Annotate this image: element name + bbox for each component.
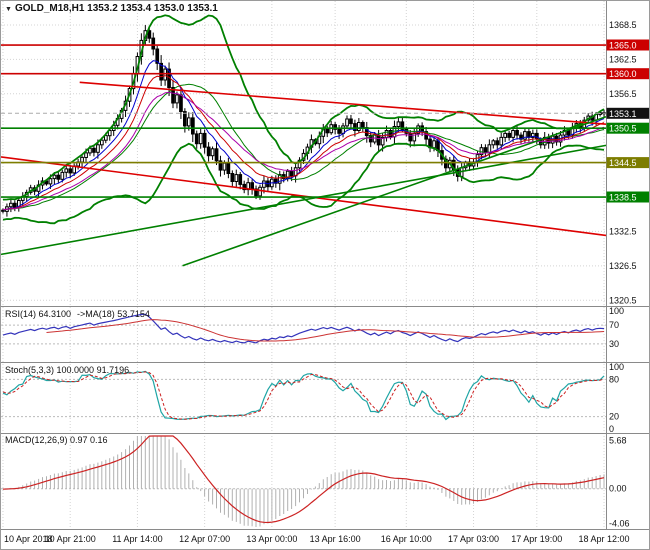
chart-title: GOLD_M18,H1 1353.2 1353.4 1353.0 1353.1: [14, 3, 218, 14]
symbol-dropdown-icon[interactable]: ▼: [5, 6, 12, 13]
axis-tick-label: 30: [609, 339, 619, 349]
vertical-grid: [2, 1, 605, 529]
rsi-line: [2, 313, 605, 344]
candlestick-series: [1, 25, 606, 217]
price-box-label: 1353.1: [609, 109, 637, 119]
price-box-1353.1: [606, 107, 649, 119]
ma-slow-line: [2, 91, 605, 210]
rsi-ma-line: [46, 319, 605, 342]
macd-label: MACD(12,26,9) 0.97 0.16: [5, 435, 108, 445]
axis-tick-label: 0.00: [609, 484, 627, 494]
axis-tick-label: 70: [609, 320, 619, 330]
axis-tick-label: 1332.5: [609, 226, 637, 236]
axis-tick-label: 20: [609, 412, 619, 422]
rsi-label: RSI(14) 64.3100: [5, 309, 72, 319]
bollinger-middle-band: [2, 83, 605, 211]
ma-mid-line: [2, 75, 605, 211]
trendline-1[interactable]: [1, 156, 607, 237]
price-box-1338.5: [606, 191, 649, 203]
rsi-panel-label: RSI(14) 64.3100 ->MA(18) 53.7154: [5, 309, 150, 319]
axis-tick-label: 80: [609, 374, 619, 384]
axis-tick-label: 1362.5: [609, 54, 637, 64]
axis-tick-label: 100: [609, 362, 624, 372]
bollinger-upper-band: [2, 14, 605, 201]
time-label: 11 Apr 14:00: [112, 534, 162, 544]
stoch-d-line: [2, 371, 605, 420]
price-box-1350.5: [606, 122, 649, 134]
time-label: 12 Apr 07:00: [179, 534, 230, 544]
time-label: 17 Apr 19:00: [511, 534, 562, 544]
time-label: 17 Apr 03:00: [448, 534, 499, 544]
price-level-boxes: 1365.0 1360.0 1353.1 1350.5 1344.5 1338.5: [606, 39, 649, 203]
stoch-k-line: [2, 370, 605, 421]
price-box-1365.0: [606, 39, 649, 51]
trendline-2[interactable]: [1, 144, 607, 256]
axis-tick-label: 1326.5: [609, 261, 637, 271]
macd-histogram: [2, 436, 605, 527]
time-label: 18 Apr 12:00: [578, 534, 629, 544]
horizontal-grid: [1, 24, 606, 490]
bollinger-lower-band: [2, 142, 605, 225]
price-box-label: 1365.0: [609, 41, 637, 51]
price-axis-labels: 1368.5 1362.5 1356.5 1350.5 1344.5 1338.5 1332…: [609, 20, 637, 528]
trendline-0[interactable]: [79, 81, 607, 125]
axis-tick-label: 1320.5: [609, 295, 637, 305]
price-box-label: 1350.5: [609, 124, 637, 134]
stoch-panel-label: Stoch(5,3,3) 100.0000 91.7196: [5, 365, 129, 375]
macd-signal-line: [2, 435, 605, 524]
axis-tick-label: 1356.5: [609, 89, 637, 99]
price-box-label: 1360.0: [609, 69, 637, 79]
axis-tick-label: -4.06: [609, 518, 630, 528]
price-box-label: 1344.5: [609, 158, 637, 168]
time-label: 16 Apr 10:00: [381, 534, 432, 544]
time-label: 13 Apr 00:00: [246, 534, 297, 544]
time-label: 13 Apr 16:00: [310, 534, 361, 544]
price-box-label: 1338.5: [609, 193, 637, 203]
time-label: 10 Apr 2018: [4, 534, 53, 544]
axis-tick-label: 0: [609, 424, 614, 434]
macd-panel-label: MACD(12,26,9) 0.97 0.16: [5, 435, 108, 445]
rsi-ma-label: ->MA(18) 53.7154: [77, 309, 150, 319]
price-box-1344.5: [606, 157, 649, 169]
price-box-1360.0: [606, 68, 649, 80]
stoch-label: Stoch(5,3,3) 100.0000 91.7196: [5, 365, 130, 375]
chart-header: ▼ GOLD_M18,H1 1353.2 1353.4 1353.0 1353.1: [5, 3, 218, 14]
axis-tick-label: 1368.5: [609, 20, 637, 30]
axis-tick-label: 100: [609, 306, 624, 316]
trendline-3[interactable]: [182, 115, 607, 267]
axis-tick-label: 5.68: [609, 435, 627, 445]
time-label: 10 Apr 21:00: [45, 534, 96, 544]
